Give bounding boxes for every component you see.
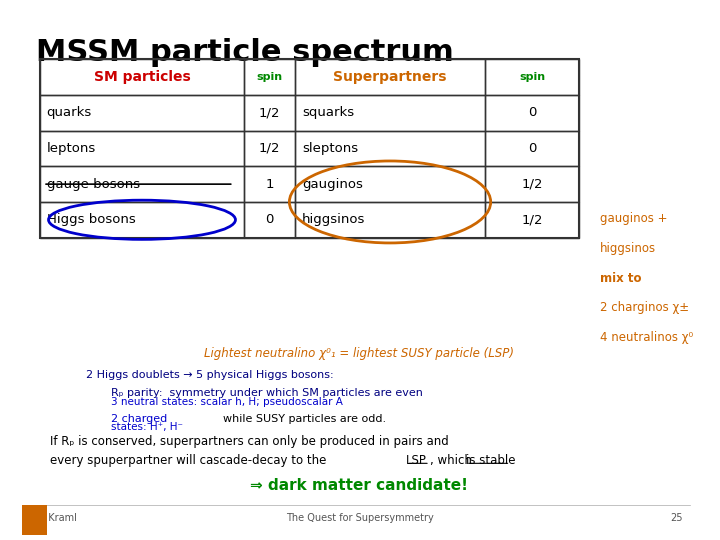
- Bar: [40, 202, 245, 238]
- Bar: [245, 166, 294, 202]
- Text: S. Kraml: S. Kraml: [36, 514, 77, 523]
- Bar: [485, 131, 579, 166]
- Text: spin: spin: [256, 72, 283, 82]
- Bar: [245, 131, 294, 166]
- Text: while SUSY particles are odd.: while SUSY particles are odd.: [223, 414, 386, 423]
- Text: 0: 0: [528, 106, 536, 119]
- Text: 1/2: 1/2: [521, 178, 543, 191]
- Text: 1: 1: [266, 178, 274, 191]
- Bar: [485, 59, 579, 95]
- Text: MSSM particle spectrum: MSSM particle spectrum: [36, 38, 454, 67]
- Text: LSP: LSP: [406, 454, 427, 467]
- Text: Higgs bosons: Higgs bosons: [47, 213, 135, 226]
- Text: 2 Higgs doublets → 5 physical Higgs bosons:: 2 Higgs doublets → 5 physical Higgs boso…: [86, 370, 334, 380]
- Text: quarks: quarks: [47, 106, 92, 119]
- Text: Superpartners: Superpartners: [333, 70, 447, 84]
- Bar: [40, 95, 245, 131]
- Bar: [294, 202, 485, 238]
- Bar: [245, 59, 294, 95]
- Text: 3 neutral states: scalar h, H; pseudoscalar A: 3 neutral states: scalar h, H; pseudosca…: [112, 397, 343, 407]
- Bar: [294, 166, 485, 202]
- Text: 1/2: 1/2: [259, 142, 280, 155]
- Text: 2 charginos χ±: 2 charginos χ±: [600, 301, 690, 314]
- Bar: [294, 131, 485, 166]
- Text: 2 charged: 2 charged: [112, 414, 168, 423]
- Text: The Quest for Supersymmetry: The Quest for Supersymmetry: [286, 514, 433, 523]
- Text: spin: spin: [519, 72, 545, 82]
- Text: Rₚ parity:  symmetry under which SM particles are even: Rₚ parity: symmetry under which SM parti…: [112, 388, 423, 398]
- Bar: [245, 202, 294, 238]
- Text: gauginos: gauginos: [302, 178, 363, 191]
- Bar: [485, 202, 579, 238]
- Bar: [485, 166, 579, 202]
- Text: higgsinos: higgsinos: [600, 242, 657, 255]
- Bar: [245, 95, 294, 131]
- Text: gauge bosons: gauge bosons: [47, 178, 140, 191]
- Text: sleptons: sleptons: [302, 142, 358, 155]
- Text: 0: 0: [266, 213, 274, 226]
- Text: squarks: squarks: [302, 106, 354, 119]
- Text: 4 neutralinos χ⁰: 4 neutralinos χ⁰: [600, 331, 693, 344]
- Text: ⇒ dark matter candidate!: ⇒ dark matter candidate!: [251, 478, 469, 494]
- Text: 1/2: 1/2: [521, 213, 543, 226]
- Bar: [294, 59, 485, 95]
- Bar: [22, 505, 47, 535]
- Text: 1/2: 1/2: [259, 106, 280, 119]
- Bar: [40, 59, 245, 95]
- Text: gauginos +: gauginos +: [600, 212, 668, 225]
- Text: states: H⁺, H⁻: states: H⁺, H⁻: [112, 422, 184, 431]
- Text: is stable: is stable: [466, 454, 516, 467]
- Text: , which: , which: [430, 454, 475, 467]
- Text: 25: 25: [670, 514, 683, 523]
- Bar: [40, 131, 245, 166]
- Text: every spuperpartner will cascade-decay to the: every spuperpartner will cascade-decay t…: [50, 454, 330, 467]
- Bar: [485, 95, 579, 131]
- Text: mix to: mix to: [600, 272, 642, 285]
- Text: If Rₚ is conserved, superpartners can only be produced in pairs and: If Rₚ is conserved, superpartners can on…: [50, 435, 449, 448]
- Text: Lightest neutralino χ⁰₁ = lightest SUSY particle (LSP): Lightest neutralino χ⁰₁ = lightest SUSY …: [204, 347, 515, 360]
- Text: higgsinos: higgsinos: [302, 213, 365, 226]
- Text: leptons: leptons: [47, 142, 96, 155]
- Bar: [294, 95, 485, 131]
- Text: SM particles: SM particles: [94, 70, 190, 84]
- Text: 0: 0: [528, 142, 536, 155]
- Bar: [40, 59, 579, 238]
- Bar: [40, 166, 245, 202]
